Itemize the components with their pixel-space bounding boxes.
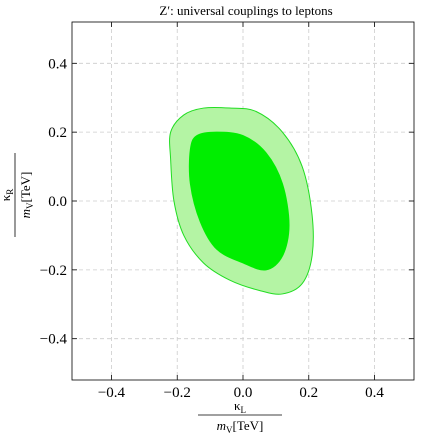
x-tick-label: 0.2 <box>299 385 318 401</box>
x-label-den: m <box>217 418 226 433</box>
y-tick-label: 0.0 <box>48 194 67 210</box>
y-label-den-sub: V <box>25 202 35 209</box>
x-label-unit: [TeV] <box>233 418 264 433</box>
y-label-unit: [TeV] <box>18 172 33 203</box>
x-tick-label: 0.0 <box>234 385 253 401</box>
x-label-num: κ <box>234 398 241 413</box>
x-label-den-sub: V <box>226 425 233 435</box>
x-tick-label: −0.2 <box>164 385 191 401</box>
y-tick-label: 0.2 <box>48 125 67 141</box>
inner-region <box>188 131 290 271</box>
x-axis-ticks: −0.4 −0.2 0.0 0.2 0.4 <box>98 22 384 401</box>
y-tick-label: −0.2 <box>40 263 67 279</box>
y-tick-label: 0.4 <box>48 56 67 72</box>
x-tick-label: −0.4 <box>98 385 126 401</box>
svg-text:κR: κR <box>0 189 15 202</box>
svg-text:mV[TeV]: mV[TeV] <box>217 418 264 435</box>
y-axis-ticks: −0.4 −0.2 0.0 0.2 0.4 <box>40 56 414 348</box>
y-label-num-sub: R <box>5 189 15 195</box>
x-tick-label: 0.4 <box>365 385 384 401</box>
svg-text:mV[TeV]: mV[TeV] <box>18 172 35 219</box>
x-axis-label: κL mV[TeV] <box>198 398 282 435</box>
svg-text:κL: κL <box>234 398 246 415</box>
y-label-den: m <box>18 209 33 218</box>
confidence-regions <box>169 106 314 295</box>
x-label-num-sub: L <box>241 405 247 415</box>
chart-title: Z′: universal couplings to leptons <box>159 3 332 18</box>
y-label-num: κ <box>0 194 13 201</box>
y-axis-label: κR mV[TeV] <box>0 153 35 237</box>
y-tick-label: −0.4 <box>40 332 68 348</box>
